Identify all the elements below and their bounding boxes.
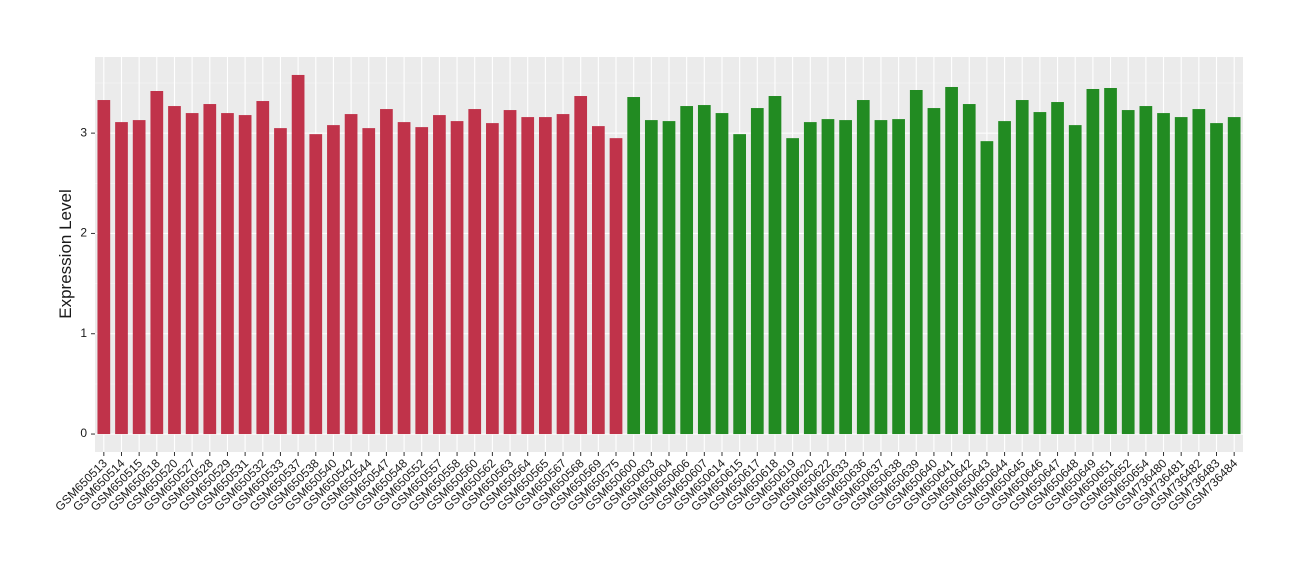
bar [203,104,217,435]
y-tick-label: 1 [80,326,87,340]
y-tick-label: 3 [80,125,87,139]
bar [786,138,799,435]
bar [309,134,323,435]
bar [415,127,429,435]
bar [433,115,446,435]
bar [574,96,588,435]
bar [998,121,1011,435]
bar [662,121,676,435]
bar [327,125,340,435]
bar [962,104,976,435]
bar [221,113,234,435]
bar [539,117,552,435]
bar [1139,106,1153,435]
bar [1174,117,1188,435]
bar [1227,117,1241,435]
bar [750,108,764,435]
bar [839,120,852,435]
bar [627,97,641,435]
bar [168,106,181,435]
bar [150,91,164,435]
bar [1068,125,1082,435]
bar [1121,110,1135,435]
bar [697,105,711,435]
bar [715,113,729,435]
bar [874,120,888,435]
y-tick-label: 0 [80,426,87,440]
bar [1157,113,1170,435]
bar [1192,109,1206,435]
bar [274,128,287,435]
bar [1033,112,1047,435]
bar [185,113,199,435]
bar [362,128,376,435]
bar [486,123,499,435]
bar [892,119,905,435]
bar [97,100,111,435]
bar [1086,88,1100,435]
bar [521,117,535,435]
y-axis-title: Expression Level [56,189,75,318]
bar [256,101,270,435]
y-tick-label: 2 [80,226,87,240]
bar [768,96,782,435]
bar [945,86,958,435]
bar [556,114,570,435]
bar [803,122,817,435]
bar [115,122,128,435]
bar [644,120,658,435]
bar [1104,87,1117,435]
bar [468,109,482,435]
bar [1015,100,1029,435]
bar [856,100,870,435]
bar [132,120,146,435]
bar [680,106,694,435]
bar [380,109,393,435]
bar [609,138,623,435]
bar [821,119,835,435]
bar [733,134,747,435]
bar [909,90,923,435]
bar [927,108,941,435]
bar [291,74,305,435]
bar [397,122,411,435]
bar [344,114,358,435]
bar [1210,123,1223,435]
bar [238,115,252,435]
bar [450,121,464,435]
bar [503,110,517,435]
bar [591,126,605,435]
bar [980,141,994,435]
bar [1051,102,1064,435]
